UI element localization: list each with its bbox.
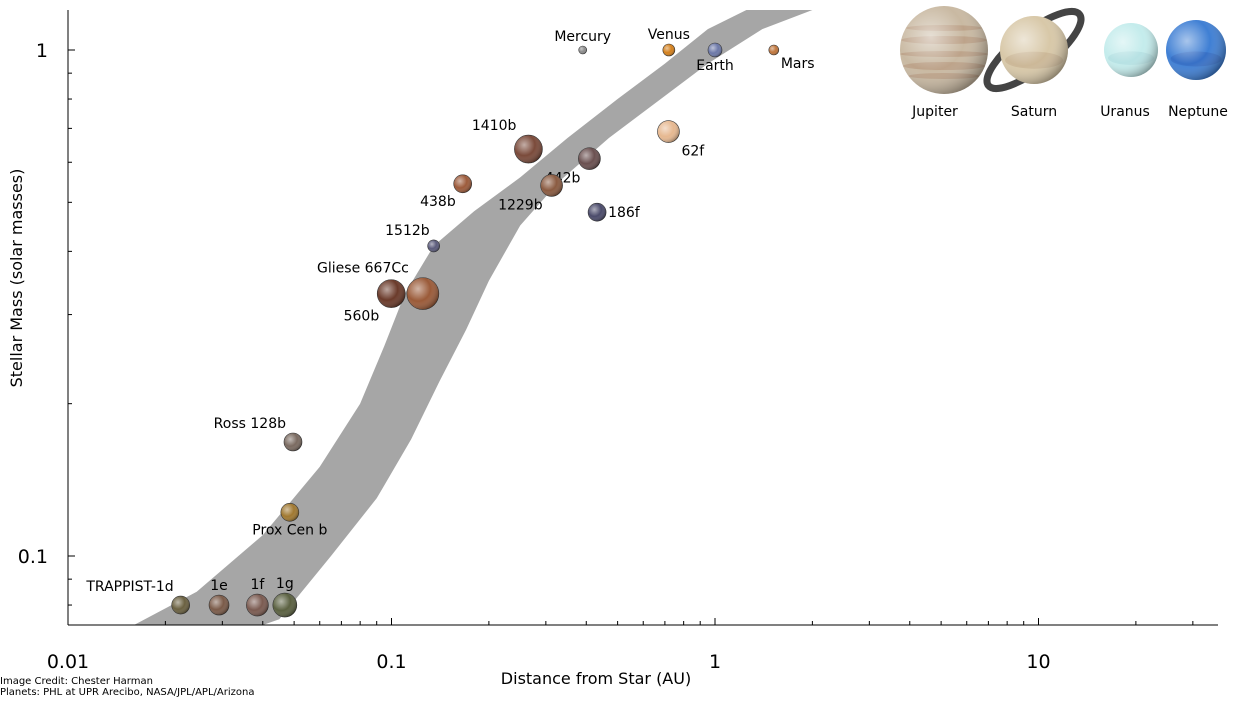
reference-planet-shading (1104, 23, 1158, 77)
planet-point: Mars (768, 44, 815, 72)
planet-label: 560b (344, 309, 380, 325)
planet-point: 1e (208, 578, 230, 616)
planet-label: 1410b (472, 118, 517, 134)
planet-shading (578, 147, 601, 170)
planet-shading (453, 174, 472, 193)
planet-label: TRAPPIST-1d (85, 579, 173, 595)
planet-point: Venus (648, 27, 690, 57)
planet-point: Mercury (554, 29, 611, 55)
planet-point: Gliese 667Cc (317, 261, 440, 310)
planet-label: 1g (276, 576, 294, 592)
planet-shading (246, 594, 269, 617)
reference-planet-label: Saturn (1011, 104, 1057, 120)
planet-point: 438b (420, 174, 473, 210)
planet-shading (283, 432, 302, 451)
planet-point: 1f (246, 577, 269, 617)
planet-label: 186f (608, 205, 641, 221)
planet-point: 186f (587, 202, 641, 222)
planet-shading (377, 279, 406, 308)
reference-planet: Neptune (1166, 20, 1228, 120)
planet-point: 1g (272, 576, 298, 618)
planet-point: Ross 128b (214, 416, 303, 452)
y-tick-label: 0.1 (18, 546, 48, 568)
x-tick-label: 0.01 (47, 651, 89, 673)
x-tick-label: 0.1 (376, 651, 406, 673)
planet-shading (578, 46, 587, 54)
planet-point: 560b (344, 279, 406, 325)
planet-point: TRAPPIST-1d (85, 579, 190, 615)
planets-credit-line: Planets: PHL at UPR Arecibo, NASA/JPL/AP… (0, 687, 255, 698)
planet-shading (768, 45, 779, 55)
planet-shading (588, 203, 607, 222)
planet-label: 1e (210, 578, 228, 594)
planet-shading (280, 503, 299, 522)
planet-label: Ross 128b (214, 416, 286, 432)
planet-label: Venus (648, 27, 690, 43)
reference-planet-shading (900, 6, 988, 94)
reference-planet: Jupiter (900, 6, 988, 120)
reference-planet: Uranus (1100, 23, 1158, 120)
planet-shading (662, 44, 675, 56)
planet-point: 1410b (472, 118, 543, 164)
planet-point: Earth (696, 42, 734, 74)
planet-label: Mars (781, 56, 815, 72)
planet-shading (427, 239, 440, 252)
x-tick-label: 1 (709, 651, 721, 673)
planet-shading (209, 595, 230, 616)
planet-shading (171, 596, 190, 615)
image-credit-line: Image Credit: Chester Harman (0, 676, 153, 687)
planet-point: 62f (657, 120, 705, 160)
x-tick-label: 10 (1026, 651, 1050, 673)
planet-shading (657, 120, 680, 143)
planet-label: 438b (420, 194, 456, 210)
planet-label: 1f (250, 577, 265, 593)
planet-point: 1229b (498, 174, 563, 213)
y-tick-label: 1 (36, 40, 48, 62)
planet-shading (406, 277, 439, 310)
planet-label: Mercury (554, 29, 611, 45)
planet-shading (272, 593, 297, 618)
reference-planet-label: Neptune (1168, 104, 1228, 120)
planet-label: 62f (681, 144, 705, 160)
planet-shading (540, 174, 563, 197)
x-axis-label: Distance from Star (AU) (501, 669, 691, 688)
reference-planet-shading (1166, 20, 1226, 80)
reference-planet: Saturn (983, 7, 1085, 120)
reference-planet-label: Jupiter (911, 104, 958, 120)
planet-label: Prox Cen b (252, 522, 327, 538)
planet-label: Earth (696, 58, 734, 74)
y-axis-label: Stellar Mass (solar masses) (7, 169, 26, 388)
planet-point: Prox Cen b (252, 503, 328, 538)
reference-planet-shading (1000, 16, 1068, 84)
habitable-zone-band (134, 10, 813, 625)
planet-shading (514, 135, 543, 164)
reference-planet-label: Uranus (1100, 104, 1150, 120)
planet-label: Gliese 667Cc (317, 261, 409, 277)
image-credit: Image Credit: Chester Harman Planets: PH… (0, 676, 254, 698)
planet-label: 1229b (498, 197, 543, 213)
planet-point: 1512b (385, 223, 440, 253)
planet-shading (708, 43, 722, 57)
planet-label: 1512b (385, 223, 430, 239)
